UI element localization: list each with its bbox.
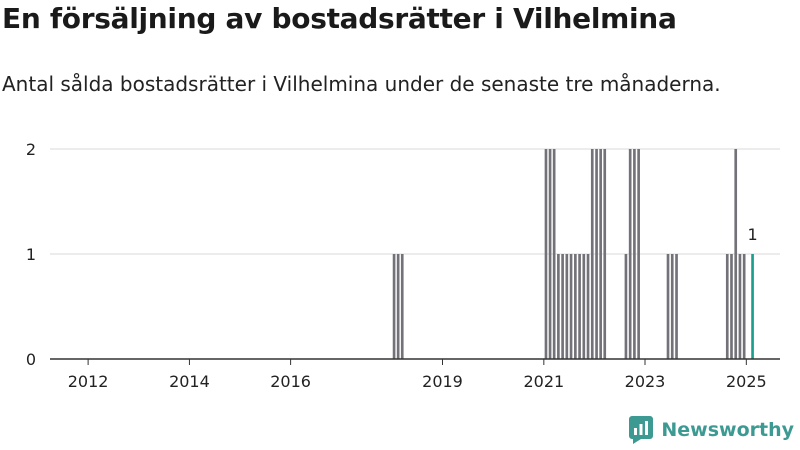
bar <box>633 149 636 359</box>
bar <box>582 254 586 359</box>
y-tick-label: 1 <box>26 245 36 264</box>
bar <box>628 149 632 359</box>
y-tick-label: 2 <box>26 140 36 159</box>
bar <box>578 254 581 359</box>
bar <box>396 254 400 359</box>
bar <box>552 149 556 359</box>
brand-logo: Newsworthy <box>629 416 794 444</box>
brand-name: Newsworthy <box>661 419 794 441</box>
bar <box>599 149 602 359</box>
bar <box>557 254 560 359</box>
x-tick-label: 2019 <box>422 372 463 391</box>
chart-title: En försäljning av bostadsrätter i Vilhel… <box>2 2 677 35</box>
x-tick-label: 2021 <box>523 372 564 391</box>
bar <box>565 254 569 359</box>
x-tick-label: 2023 <box>625 372 666 391</box>
labels: 0 1 2 1 2012 2014 2016 2019 2021 2023 2025 <box>26 140 767 391</box>
data-label: 1 <box>747 225 757 244</box>
bar <box>738 254 742 359</box>
axes <box>50 358 780 365</box>
bar-highlight <box>751 254 754 359</box>
bar <box>603 149 607 359</box>
bar <box>590 149 594 359</box>
x-tick-label: 2025 <box>726 372 767 391</box>
bar <box>586 254 590 359</box>
bar <box>637 149 640 359</box>
bar <box>742 254 746 359</box>
bars <box>392 149 754 359</box>
bar <box>569 254 573 359</box>
bar <box>624 254 628 359</box>
bar <box>675 254 678 359</box>
y-tick-label: 0 <box>26 350 36 369</box>
bar <box>544 149 548 359</box>
x-tick-label: 2014 <box>169 372 210 391</box>
bar <box>670 254 674 359</box>
bar <box>725 254 729 359</box>
x-tick-label: 2016 <box>270 372 311 391</box>
grid-lines <box>50 148 780 255</box>
x-tick-label: 2012 <box>68 372 109 391</box>
bar <box>392 254 396 359</box>
bar <box>734 149 738 359</box>
bar <box>666 254 670 359</box>
chart-subtitle: Antal sålda bostadsrätter i Vilhelmina u… <box>2 72 721 96</box>
bar <box>730 254 733 359</box>
bar <box>400 254 404 359</box>
bar <box>548 149 552 359</box>
newsworthy-logo-icon <box>629 416 654 444</box>
bar <box>574 254 577 359</box>
bar <box>561 254 564 359</box>
bar <box>595 149 598 359</box>
